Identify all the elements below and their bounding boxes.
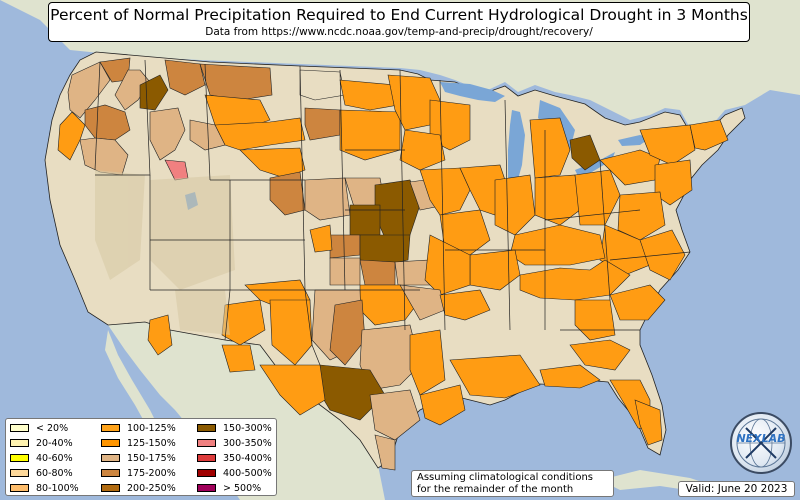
legend-swatch — [101, 484, 120, 492]
legend-item: < 20% — [10, 422, 68, 434]
legend-swatch — [197, 469, 216, 477]
legend-label: 150-300% — [223, 422, 272, 434]
legend-swatch — [197, 424, 216, 432]
legend-label: 100-125% — [127, 422, 176, 434]
legend-swatch — [197, 484, 216, 492]
legend-swatch — [101, 454, 120, 462]
legend-item: 60-80% — [10, 467, 73, 479]
lake-michigan — [508, 110, 525, 190]
legend-item: 40-60% — [10, 452, 73, 464]
legend-label: 80-100% — [36, 482, 79, 494]
legend-item: 100-125% — [101, 422, 176, 434]
note-line-1: Assuming climatological conditions — [417, 472, 593, 483]
map-title-box: Percent of Normal Precipitation Required… — [48, 2, 750, 42]
legend-swatch — [10, 469, 29, 477]
lake-superior — [440, 82, 505, 102]
legend-label: 175-200% — [127, 467, 176, 479]
data-source-text: Data from https://www.ncdc.noaa.gov/temp… — [205, 26, 593, 38]
legend-item: 125-150% — [101, 437, 176, 449]
logo-text: NEXLAB — [736, 432, 786, 445]
legend-label: 400-500% — [223, 467, 272, 479]
legend-label: < 20% — [36, 422, 69, 434]
legend-item: 200-250% — [101, 482, 176, 494]
legend: < 20% 20-40% 40-60% 60-80% 80-100% 100-1… — [5, 418, 277, 496]
legend-item: 150-300% — [197, 422, 272, 434]
legend-label: 300-350% — [223, 437, 272, 449]
legend-item: 400-500% — [197, 467, 272, 479]
legend-item: 80-100% — [10, 482, 79, 494]
legend-item: 175-200% — [101, 467, 176, 479]
legend-swatch — [10, 439, 29, 447]
legend-swatch — [101, 469, 120, 477]
legend-label: 20-40% — [36, 437, 73, 449]
note-line-2: for the remainder of the month — [417, 484, 574, 495]
legend-swatch — [10, 484, 29, 492]
legend-label: 125-150% — [127, 437, 176, 449]
legend-label: 40-60% — [36, 452, 73, 464]
mexico-land — [108, 322, 385, 500]
legend-swatch — [197, 439, 216, 447]
legend-item: 150-175% — [101, 452, 176, 464]
baja-land — [105, 330, 160, 432]
legend-swatch — [10, 454, 29, 462]
legend-swatch — [10, 424, 29, 432]
legend-swatch — [101, 439, 120, 447]
legend-label: > 500% — [223, 482, 262, 494]
lake-ontario — [618, 135, 650, 146]
legend-label: 60-80% — [36, 467, 73, 479]
state-boundaries — [94, 59, 691, 366]
legend-item: 350-400% — [197, 452, 272, 464]
legend-swatch — [197, 454, 216, 462]
terrain-shading — [95, 170, 235, 335]
map-title: Percent of Normal Precipitation Required… — [50, 6, 748, 24]
legend-label: 150-175% — [127, 452, 176, 464]
drought-regions — [57, 57, 729, 471]
globe-logo-icon — [736, 418, 786, 468]
legend-item: > 500% — [197, 482, 261, 494]
assumption-note: Assuming climatological conditions for t… — [411, 470, 614, 497]
legend-label: 350-400% — [223, 452, 272, 464]
nexlab-logo: NEXLAB — [730, 412, 792, 474]
valid-date: Valid: June 20 2023 — [678, 481, 795, 497]
legend-label: 200-250% — [127, 482, 176, 494]
legend-item: 300-350% — [197, 437, 272, 449]
legend-item: 20-40% — [10, 437, 73, 449]
legend-swatch — [101, 424, 120, 432]
